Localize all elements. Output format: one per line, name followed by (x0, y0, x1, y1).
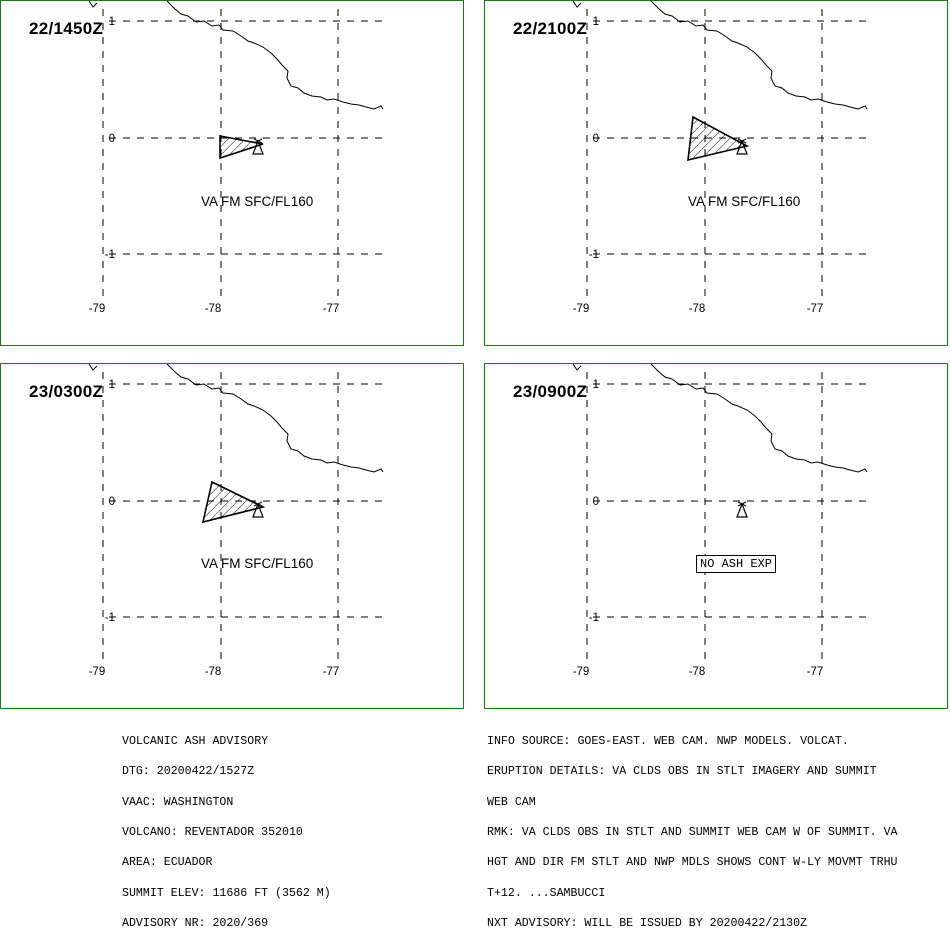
ash-extent-label: VA FM SFC/FL160 (688, 194, 801, 209)
advisory-line: T+12. ...SAMBUCCI (487, 886, 606, 900)
panel-time-label: 22/1450Z (29, 19, 104, 38)
advisory-left-text: VOLCANIC ASH ADVISORY DTG: 20200422/1527… (122, 717, 331, 939)
lon-tick-label: -79 (573, 303, 590, 315)
coastline (88, 1, 98, 8)
volcano-icon (253, 501, 263, 507)
panel-time-label: 23/0900Z (513, 382, 588, 401)
lat-tick-label: -1 (105, 249, 115, 261)
advisory-line: AREA: ECUADOR (122, 856, 213, 870)
lat-tick-label: 0 (109, 133, 115, 145)
advisory-line: ADVISORY NR: 2020/369 (122, 916, 269, 930)
coastline (572, 1, 582, 8)
volcano-icon (737, 138, 747, 144)
advisory-right-text: INFO SOURCE: GOES-EAST. WEB CAM. NWP MOD… (487, 717, 898, 939)
advisory-line: VAAC: WASHINGTON (122, 795, 234, 809)
forecast-panel-2: -79 -78 -77 1 0 -1 22/2100Z VA FM SFC/FL160 (484, 0, 948, 346)
advisory-line: ERUPTION DETAILS: VA CLDS OBS IN STLT IM… (487, 765, 877, 779)
map-canvas: -79 -78 -77 1 0 -1 (572, 364, 869, 678)
volcano-icon (252, 139, 264, 155)
lon-tick-label: -78 (205, 666, 222, 678)
lon-tick-label: -79 (89, 666, 106, 678)
ash-extent-label: VA FM SFC/FL160 (201, 556, 314, 571)
advisory-line: DTG: 20200422/1527Z (122, 765, 255, 779)
advisory-line: VOLCANO: REVENTADOR 352010 (122, 826, 303, 840)
lat-tick-label: 1 (109, 379, 115, 391)
lon-tick-label: -78 (689, 303, 706, 315)
ash-cloud-polygon (201, 480, 266, 524)
coastline (650, 1, 868, 110)
volcano-icon (737, 501, 747, 507)
lat-tick-label: 0 (593, 133, 599, 145)
coastline (572, 364, 582, 371)
lon-tick-label: -77 (323, 303, 340, 315)
map-canvas: -79 -78 -77 1 0 -1 (572, 1, 869, 315)
panel-time-label: 22/2100Z (513, 19, 588, 38)
volcano-icon (253, 138, 263, 144)
advisory-line: WEB CAM (487, 795, 536, 809)
advisory-line: SUMMIT ELEV: 11686 FT (3562 M) (122, 886, 331, 900)
forecast-panel-4: -79 -78 -77 1 0 -1 23/0900Z NO ASH EXP (484, 363, 948, 709)
advisory-line: NXT ADVISORY: WILL BE ISSUED BY 20200422… (487, 916, 808, 930)
map-canvas: -79 -78 -77 1 0 -1 (88, 1, 385, 315)
lat-tick-label: -1 (589, 612, 599, 624)
forecast-panel-1: -79 -78 -77 1 0 -1 22/1450Z VA FM SFC/FL160 (0, 0, 464, 346)
lon-tick-label: -79 (89, 303, 106, 315)
volcano-icon (736, 502, 748, 518)
lat-tick-label: 1 (593, 379, 599, 391)
advisory-line: HGT AND DIR FM STLT AND NWP MDLS SHOWS C… (487, 856, 898, 870)
lat-tick-label: 1 (593, 16, 599, 28)
forecast-panel-3: -79 -78 -77 1 0 -1 23/0300Z VA FM SFC/FL160 (0, 363, 464, 709)
ash-extent-label: VA FM SFC/FL160 (201, 194, 314, 209)
lat-tick-label: -1 (589, 249, 599, 261)
lat-tick-label: 0 (109, 496, 115, 508)
map-canvas: -79 -78 -77 1 0 -1 (88, 364, 385, 678)
advisory-line: RMK: VA CLDS OBS IN STLT AND SUMMIT WEB … (487, 826, 898, 840)
ash-cloud-polygon (687, 115, 750, 162)
lon-tick-label: -77 (807, 666, 824, 678)
lat-tick-label: 0 (593, 496, 599, 508)
coastline (88, 364, 98, 371)
lon-tick-label: -77 (323, 666, 340, 678)
ash-cloud-polygon (219, 135, 264, 160)
lat-tick-label: -1 (105, 612, 115, 624)
lat-tick-label: 1 (109, 16, 115, 28)
advisory-line: INFO SOURCE: GOES-EAST. WEB CAM. NWP MOD… (487, 735, 849, 749)
coastline (166, 1, 384, 110)
advisory-line: VOLCANIC ASH ADVISORY (122, 735, 269, 749)
lon-tick-label: -77 (807, 303, 824, 315)
panel-time-label: 23/0300Z (29, 382, 104, 401)
lon-tick-label: -79 (573, 666, 590, 678)
coastline (650, 364, 868, 473)
no-ash-box: NO ASH EXP (696, 555, 777, 573)
volcano-icon (252, 502, 264, 518)
lon-tick-label: -78 (689, 666, 706, 678)
coastline (166, 364, 384, 473)
volcano-icon (736, 139, 748, 155)
lon-tick-label: -78 (205, 303, 222, 315)
